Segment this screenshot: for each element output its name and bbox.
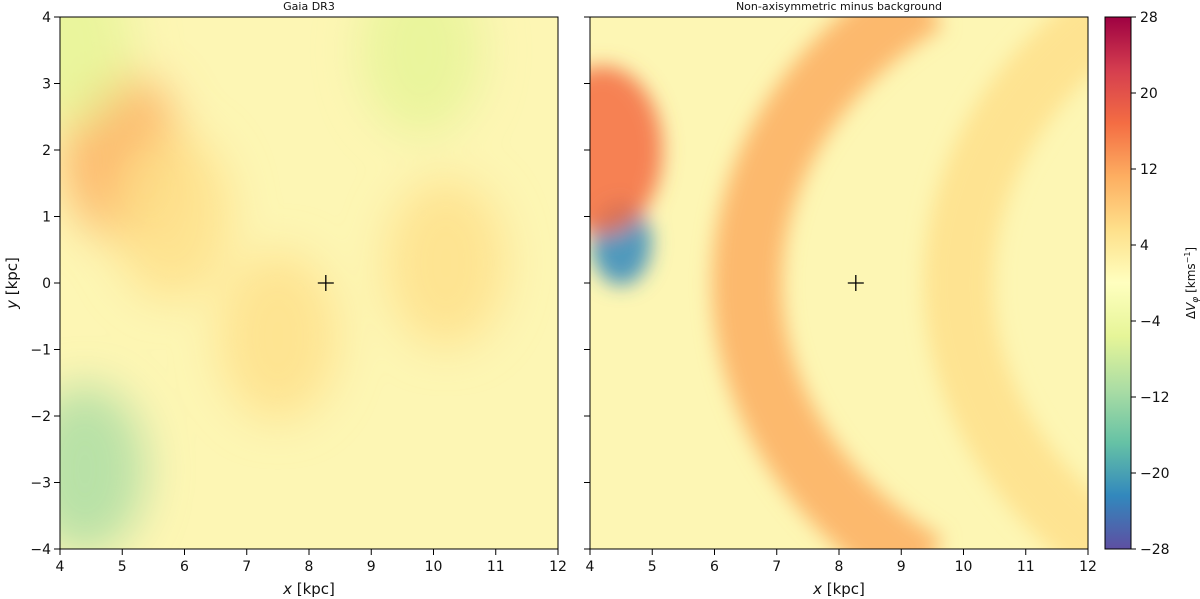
colorbar-tick-label: 20 bbox=[1140, 86, 1158, 102]
x-tick-label: 12 bbox=[549, 559, 567, 575]
colorbar-tick-label: −4 bbox=[1140, 314, 1161, 330]
x-tick-label: 5 bbox=[648, 559, 657, 575]
colorbar-gradient bbox=[1104, 16, 1132, 550]
gaia-heatmap bbox=[60, 17, 558, 549]
model-sun-marker bbox=[847, 275, 864, 291]
x-tick-label: 12 bbox=[1079, 559, 1097, 575]
x-tick-label: 9 bbox=[367, 559, 376, 575]
x-tick-label: 6 bbox=[180, 559, 189, 575]
heatmap-feature bbox=[361, 17, 482, 135]
colorbar-tick-label: 28 bbox=[1140, 10, 1158, 26]
x-tick-label: 5 bbox=[118, 559, 127, 575]
heatmap-feature bbox=[712, 17, 944, 549]
y-tick-label: 3 bbox=[42, 77, 51, 93]
x-tick-label: 10 bbox=[425, 559, 443, 575]
colorbar-tick-label: 12 bbox=[1140, 162, 1158, 178]
colorbar-tick-label: −28 bbox=[1140, 542, 1170, 558]
y-tick-label: −2 bbox=[30, 409, 51, 425]
x-tick-label: 10 bbox=[955, 559, 973, 575]
y-tick-label: −1 bbox=[30, 343, 51, 359]
x-tick-label: 7 bbox=[772, 559, 781, 575]
model-x-axis-label: x [kpc] bbox=[812, 580, 865, 598]
heatmap-feature bbox=[385, 179, 506, 348]
y-tick-label: 1 bbox=[42, 210, 51, 226]
colorbar-tick-label: −12 bbox=[1140, 390, 1170, 406]
heatmap-feature bbox=[60, 385, 145, 549]
gaia-y-axis-label: y [kpc] bbox=[3, 257, 21, 310]
heatmap-feature bbox=[923, 17, 1088, 549]
model-y-ticks bbox=[584, 16, 590, 550]
x-tick-label: 9 bbox=[897, 559, 906, 575]
y-tick-label: −4 bbox=[30, 542, 51, 558]
heatmap-feature bbox=[60, 17, 133, 128]
colorbar: −28 −20 −12 −4 4 12 20 28 ΔVφ [kms−1] bbox=[1104, 10, 1200, 558]
gaia-sun-marker bbox=[317, 275, 334, 291]
gaia-x-axis-label: x [kpc] bbox=[282, 580, 335, 598]
x-tick-label: 11 bbox=[487, 559, 505, 575]
panel-gaia-title: Gaia DR3 bbox=[283, 0, 335, 13]
x-tick-label: 8 bbox=[305, 559, 314, 575]
gaia-y-ticks: −4 −3 −2 −1 0 1 2 3 4 bbox=[30, 10, 60, 558]
x-tick-label: 11 bbox=[1017, 559, 1035, 575]
heatmap-feature bbox=[112, 132, 233, 301]
y-tick-label: 2 bbox=[42, 143, 51, 159]
colorbar-tick-label: 4 bbox=[1140, 238, 1149, 254]
heatmap-feature bbox=[590, 66, 663, 234]
x-tick-label: 6 bbox=[710, 559, 719, 575]
x-tick-label: 4 bbox=[56, 559, 65, 575]
x-tick-label: 8 bbox=[835, 559, 844, 575]
heatmap-feature bbox=[217, 252, 338, 421]
y-tick-label: 0 bbox=[42, 276, 51, 292]
x-tick-label: 4 bbox=[586, 559, 595, 575]
colorbar-ticks: −28 −20 −12 −4 4 12 20 28 bbox=[1131, 10, 1170, 558]
colorbar-tick-label: −20 bbox=[1140, 466, 1170, 482]
panel-model: Non-axisymmetric minus background 4 5 6 7 8 9… bbox=[584, 0, 1097, 598]
x-tick-label: 7 bbox=[242, 559, 251, 575]
panel-model-title: Non-axisymmetric minus background bbox=[736, 0, 942, 13]
gaia-x-ticks: 4 5 6 7 8 9 10 11 12 bbox=[56, 549, 567, 575]
y-tick-label: 4 bbox=[42, 10, 51, 26]
model-x-ticks: 4 5 6 7 8 9 10 11 12 bbox=[586, 549, 1097, 575]
model-heatmap bbox=[590, 17, 1088, 549]
colorbar-label: ΔVφ [kms−1] bbox=[1183, 247, 1200, 319]
y-tick-label: −3 bbox=[30, 476, 51, 492]
